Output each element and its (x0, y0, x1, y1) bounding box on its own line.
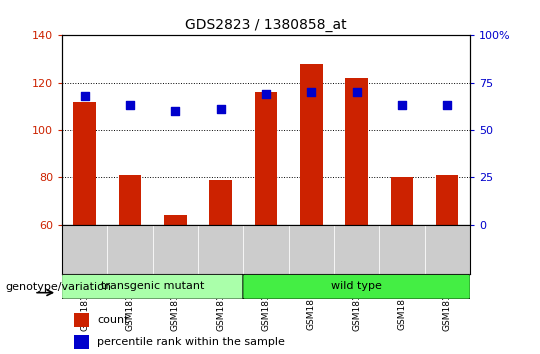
Bar (153, 225, 198, 274)
FancyBboxPatch shape (62, 274, 244, 299)
Bar (107, 225, 153, 274)
Point (397, 103, 406, 108)
Bar (119, 175, 141, 225)
Bar (62, 225, 107, 274)
Bar (75, 313, 89, 327)
Bar (345, 78, 368, 225)
Point (126, 103, 134, 108)
Point (171, 108, 180, 114)
Bar (300, 64, 322, 225)
FancyBboxPatch shape (243, 274, 470, 299)
Bar (390, 177, 413, 225)
Bar (210, 180, 232, 225)
Text: transgenic mutant: transgenic mutant (101, 281, 204, 291)
Text: wild type: wild type (331, 281, 382, 291)
Bar (436, 175, 458, 225)
Text: percentile rank within the sample: percentile rank within the sample (97, 337, 285, 347)
Bar (198, 225, 244, 274)
Bar (164, 215, 187, 225)
Bar (288, 225, 334, 274)
Point (307, 89, 315, 95)
Point (80, 93, 89, 99)
Bar (334, 225, 379, 274)
Bar (424, 225, 470, 274)
Bar (244, 225, 288, 274)
Text: genotype/variation: genotype/variation (5, 282, 111, 292)
Bar (255, 92, 277, 225)
Point (352, 89, 361, 95)
Bar (75, 335, 89, 349)
Text: count: count (97, 315, 129, 325)
Point (261, 91, 270, 97)
Bar (73, 102, 96, 225)
Bar (379, 225, 424, 274)
Point (443, 103, 451, 108)
Point (217, 107, 225, 112)
Title: GDS2823 / 1380858_at: GDS2823 / 1380858_at (185, 18, 347, 32)
